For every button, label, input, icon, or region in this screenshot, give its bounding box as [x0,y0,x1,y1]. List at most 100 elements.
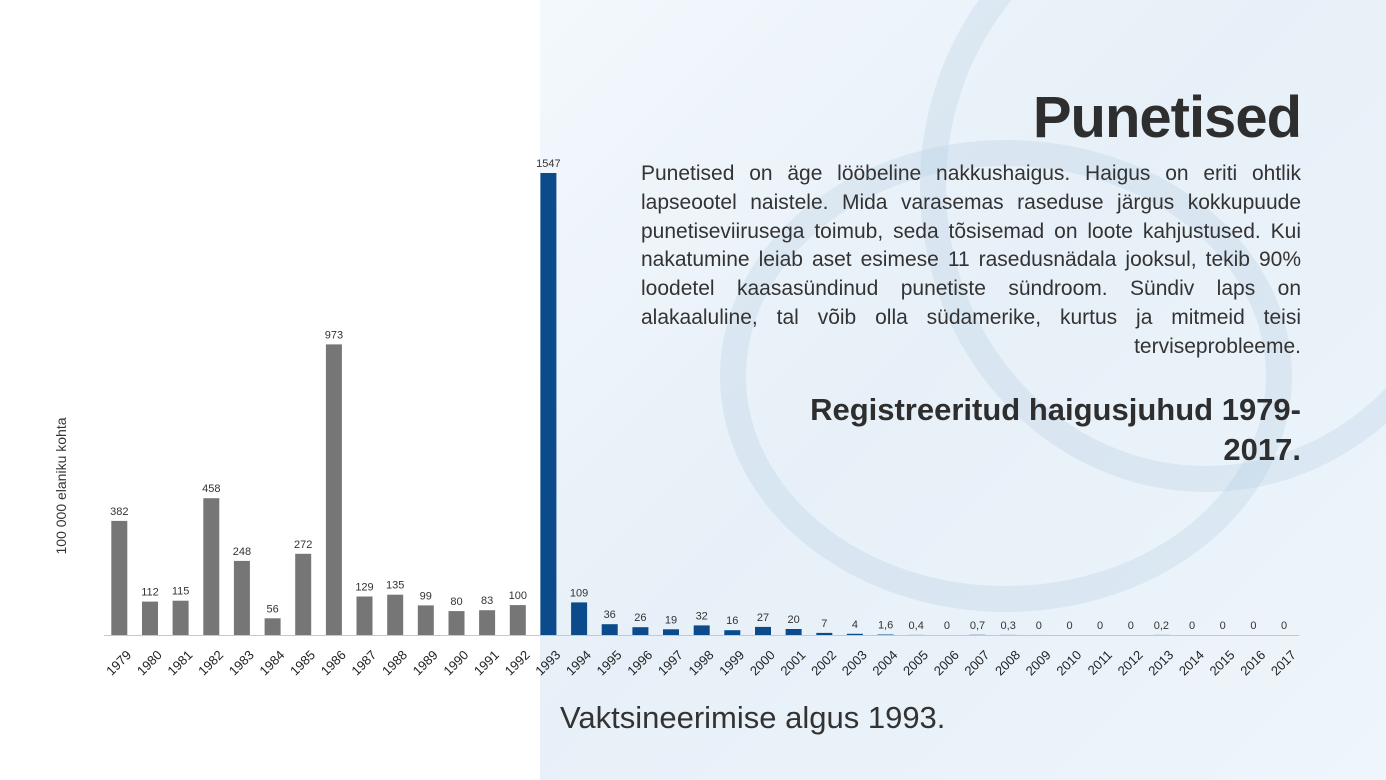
bar-2002 [816,632,833,635]
x-tick-1979: 1979 [103,647,134,678]
x-tick-1980: 1980 [134,647,165,678]
value-label-2001: 20 [787,614,799,626]
x-tick-1994: 1994 [563,647,594,678]
x-tick-2014: 2014 [1176,647,1207,678]
x-tick-1982: 1982 [195,647,226,678]
x-tick-1992: 1992 [502,647,533,678]
x-tick-labels-group: 1979 1980 1981 1982 1983 1984 1985 1986 1987 1988… [103,647,1299,678]
bar-1988 [387,594,404,635]
value-label-2017: 0 [1281,620,1287,632]
value-label-1984: 56 [266,603,278,615]
bar-1989 [417,605,434,635]
value-label-2015: 0 [1220,620,1226,632]
bar-1986 [325,344,342,635]
page-title: Punetised [1032,85,1302,150]
value-label-1982: 458 [202,483,220,495]
bars-group [111,173,1170,635]
x-tick-1988: 1988 [379,647,410,678]
bar-1992 [509,605,526,635]
value-label-1988: 135 [386,580,404,592]
value-label-2012: 0 [1128,620,1134,632]
x-tick-2007: 2007 [961,647,992,678]
bar-1984 [264,618,281,635]
bar-1983 [233,560,250,635]
bar-1993 [540,173,557,635]
value-label-2008: 0,3 [1001,620,1016,632]
value-label-1981: 115 [172,586,190,598]
value-label-2011: 0 [1097,620,1103,632]
x-tick-1987: 1987 [348,647,379,678]
bar-1987 [356,596,373,635]
bar-1995 [601,624,618,635]
value-label-1999: 16 [726,615,738,627]
value-label-2006: 0 [944,620,950,632]
value-label-1979: 382 [110,506,128,518]
x-tick-2006: 2006 [931,647,962,678]
value-labels-group: 382 112 115 458 248 56 272 973 129 135 99 80 83 100 15… [110,158,1287,632]
x-tick-2008: 2008 [992,647,1023,678]
bar-1985 [295,553,312,635]
x-tick-1983: 1983 [226,647,257,678]
x-tick-2004: 2004 [869,647,900,678]
value-label-1994: 109 [570,587,588,599]
bar-1979 [111,520,128,635]
x-tick-2012: 2012 [1115,647,1146,678]
x-tick-1981: 1981 [164,647,195,678]
bar-2003 [846,633,863,635]
x-tick-1998: 1998 [686,647,717,678]
bar-1981 [172,600,189,635]
value-label-1998: 32 [696,610,708,622]
x-tick-2017: 2017 [1268,647,1299,678]
value-label-1983: 248 [233,546,251,558]
bar-1996 [632,627,649,635]
x-tick-1986: 1986 [318,647,349,678]
value-label-1992: 100 [509,590,527,602]
x-tick-2001: 2001 [777,647,808,678]
chart-subtitle: Registreeritud haigusjuhud 1979-2017. [810,392,1301,467]
bar-1994 [571,602,588,635]
value-label-2009: 0 [1036,620,1042,632]
bar-1980 [142,601,158,635]
x-tick-1991: 1991 [471,647,502,678]
bar-1999 [724,630,741,635]
value-label-1997: 19 [665,614,677,626]
bar-2001 [785,629,802,635]
value-label-1980: 112 [141,587,159,599]
value-label-2003: 4 [852,619,858,631]
x-tick-2010: 2010 [1053,647,1084,678]
value-label-2005: 0,4 [909,620,924,632]
value-label-2004: 1,6 [878,620,893,632]
value-label-2002: 7 [821,618,827,630]
x-tick-1997: 1997 [655,647,686,678]
y-axis-label: 100 000 elaniku kohta [53,417,69,554]
x-tick-1999: 1999 [716,647,747,678]
value-label-2016: 0 [1250,620,1256,632]
x-tick-2003: 2003 [839,647,870,678]
bar-1991 [479,610,496,635]
value-label-1991: 83 [481,595,493,607]
bar-2004 [877,634,894,635]
bar-1998 [693,625,710,635]
x-tick-2015: 2015 [1207,647,1238,678]
value-label-2013: 0,2 [1154,620,1169,632]
bar-1990 [448,611,465,635]
x-tick-1989: 1989 [410,647,441,678]
x-tick-1996: 1996 [624,647,655,678]
x-tick-1995: 1995 [594,647,625,678]
value-label-1989: 99 [420,590,432,602]
x-tick-1990: 1990 [440,647,471,678]
value-label-1986: 973 [325,329,343,341]
value-label-2000: 27 [757,612,769,624]
description-text: Punetised on äge lööbeline nakkushaigus.… [641,162,1301,358]
value-label-1987: 129 [355,582,373,594]
x-tick-1985: 1985 [287,647,318,678]
bar-2000 [755,626,771,635]
x-tick-1993: 1993 [532,647,563,678]
x-tick-2002: 2002 [808,647,839,678]
x-tick-2005: 2005 [900,647,931,678]
value-label-2010: 0 [1066,620,1072,632]
x-tick-2011: 2011 [1085,647,1115,677]
vaccination-note: Vaktsineerimise algus 1993. [560,700,946,735]
value-label-1995: 36 [604,609,616,621]
